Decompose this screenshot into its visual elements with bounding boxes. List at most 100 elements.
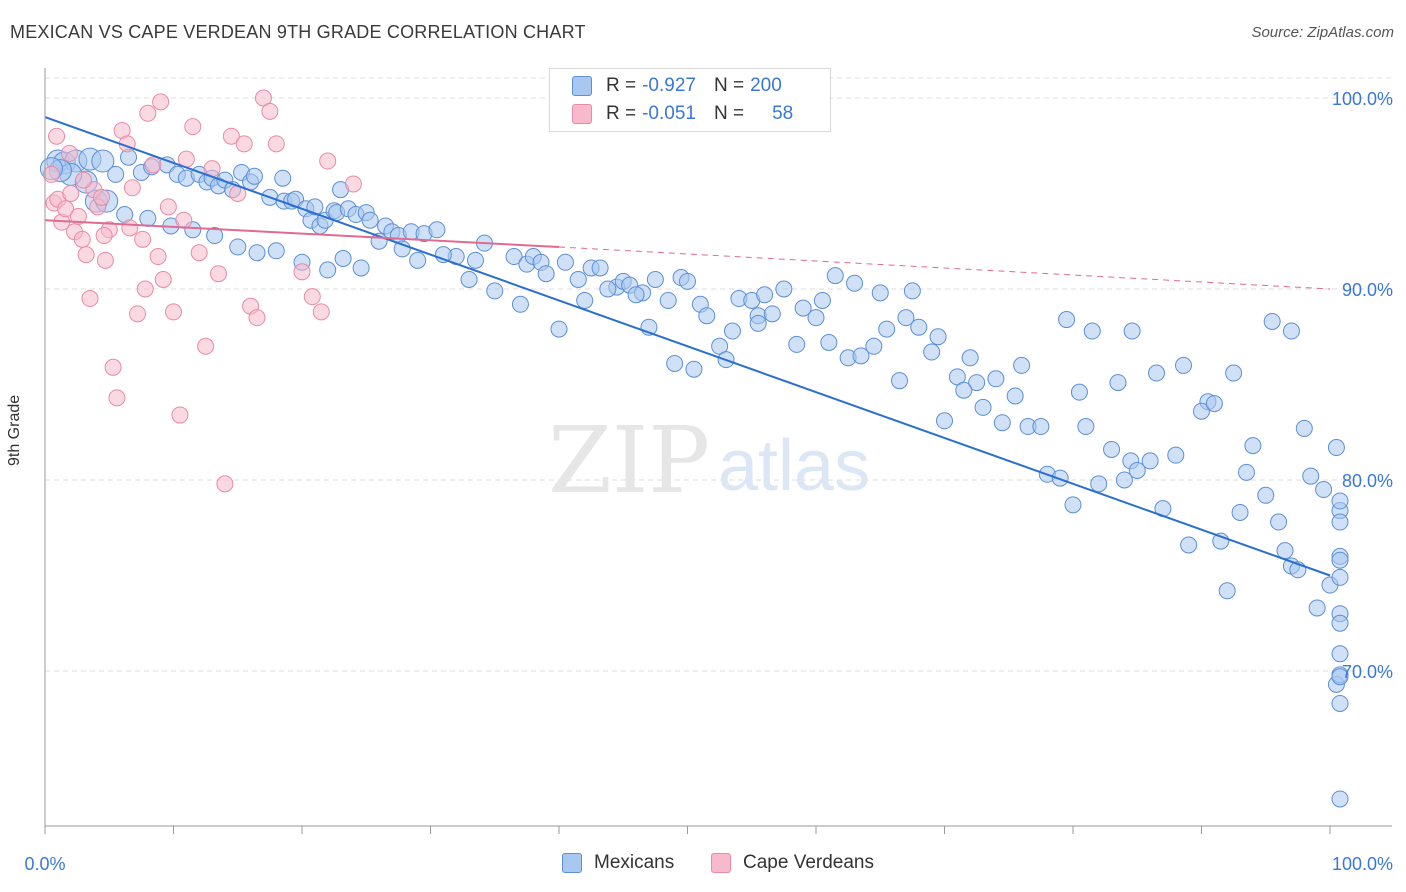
mexicans-point bbox=[550, 320, 568, 338]
mexicans-point bbox=[1331, 513, 1349, 531]
legend-item-cape-verdeans[interactable]: Cape Verdeans bbox=[711, 852, 874, 874]
cape-verdeans-point bbox=[235, 135, 253, 153]
mexicans-point bbox=[393, 240, 411, 258]
mexicans-point bbox=[813, 291, 831, 309]
legend-label-cape-verdeans: Cape Verdeans bbox=[743, 852, 874, 873]
legend-item-mexicans[interactable]: Mexicans bbox=[562, 852, 674, 874]
cape-verdeans-point bbox=[104, 358, 122, 376]
mexicans-point bbox=[1302, 467, 1320, 485]
cape-verdeans-point bbox=[129, 305, 147, 323]
mexicans-point bbox=[1257, 486, 1275, 504]
cape-verdeans-point bbox=[165, 303, 182, 321]
mexicans-point bbox=[723, 322, 741, 340]
mexicans-point bbox=[556, 253, 574, 271]
y-tick-label: 100.0% bbox=[1332, 89, 1393, 109]
mexicans-trend-line bbox=[44, 116, 1331, 577]
mexicans-point bbox=[955, 381, 973, 399]
mexicans-point bbox=[1032, 418, 1050, 436]
mexicans-point bbox=[749, 314, 767, 332]
mexicans-point bbox=[306, 198, 324, 216]
mexicans-point bbox=[267, 242, 285, 260]
mexicans-point bbox=[139, 209, 157, 227]
cape-verdeans-point bbox=[190, 244, 208, 262]
cape-verdeans-point bbox=[303, 288, 321, 306]
mexicans-point bbox=[1282, 322, 1300, 340]
mexicans-point bbox=[756, 286, 774, 304]
mexicans-point bbox=[537, 265, 555, 283]
mexicans-point bbox=[1077, 418, 1095, 436]
cape-verdeans-point bbox=[139, 104, 157, 122]
mexicans-point bbox=[91, 149, 115, 173]
legend-r-label: R = bbox=[606, 75, 637, 96]
cape-verdeans-trend-extension bbox=[558, 246, 1331, 290]
mexicans-point bbox=[826, 267, 844, 285]
mexicans-point bbox=[1331, 614, 1349, 632]
mexicans-point bbox=[1167, 446, 1185, 464]
mexicans-point bbox=[788, 335, 806, 353]
cape-verdeans-point bbox=[77, 246, 95, 264]
mexicans-point bbox=[466, 251, 484, 269]
cape-verdeans-point bbox=[73, 230, 91, 248]
mexicans-point bbox=[1315, 481, 1333, 499]
cape-verdeans-point bbox=[134, 230, 152, 248]
mexicans-point bbox=[666, 354, 684, 372]
cape-verdeans-point bbox=[184, 118, 202, 136]
legend-row-cape-verdeans: R = -0.051 N = 58 bbox=[572, 102, 793, 126]
mexicans-point bbox=[1331, 568, 1349, 586]
watermark-atlas: atlas bbox=[718, 426, 870, 506]
mexicans-point bbox=[1103, 440, 1121, 458]
mexicans-point bbox=[206, 227, 224, 245]
mexicans-point bbox=[820, 333, 838, 351]
mexicans-point bbox=[1308, 599, 1326, 617]
mexicans-point bbox=[1090, 475, 1108, 493]
cape-verdeans-point bbox=[123, 179, 141, 197]
mexicans-point bbox=[1218, 582, 1236, 600]
cape-verdeans-point bbox=[267, 135, 285, 153]
mexicans-point bbox=[1083, 322, 1101, 340]
mexicans-swatch bbox=[572, 76, 592, 96]
cape-verdeans-point bbox=[75, 171, 93, 189]
legend-n-value: 200 bbox=[750, 75, 782, 96]
mexicans-point bbox=[903, 282, 921, 300]
mexicans-point bbox=[1180, 536, 1198, 554]
cape-verdeans-point bbox=[216, 475, 234, 493]
legend-r-value: -0.051 bbox=[642, 103, 696, 124]
mexicans-point bbox=[1331, 551, 1349, 569]
cape-verdeans-point bbox=[48, 127, 66, 145]
mexicans-point bbox=[763, 305, 781, 323]
cape-verdeans-point bbox=[261, 102, 279, 120]
mexicans-point bbox=[929, 328, 947, 346]
cape-verdeans-point bbox=[60, 144, 78, 162]
mexicans-point bbox=[1070, 383, 1088, 401]
cape-verdeans-legend-swatch bbox=[711, 853, 731, 873]
mexicans-point bbox=[1331, 492, 1349, 510]
legend-label-mexicans: Mexicans bbox=[594, 852, 675, 873]
mexicans-point bbox=[807, 309, 825, 327]
cape-verdeans-point bbox=[159, 198, 177, 216]
mexicans-point bbox=[910, 318, 928, 336]
mexicans-legend-swatch bbox=[562, 853, 582, 873]
cape-verdeans-point bbox=[69, 207, 87, 225]
mexicans-point bbox=[1141, 452, 1159, 470]
cape-verdeans-point bbox=[248, 309, 266, 327]
mexicans-point bbox=[274, 169, 292, 187]
legend-n-label: N = bbox=[713, 103, 745, 124]
mexicans-point bbox=[923, 343, 941, 361]
mexicans-point bbox=[1327, 439, 1345, 457]
mexicans-point bbox=[961, 349, 979, 367]
mexicans-point bbox=[1128, 461, 1146, 479]
mexicans-point bbox=[1051, 469, 1069, 487]
x-tick-label: 100.0% bbox=[1332, 854, 1393, 874]
mexicans-point bbox=[428, 221, 446, 239]
cape-verdeans-trend-line bbox=[44, 219, 560, 248]
mexicans-point bbox=[871, 284, 889, 302]
mexicans-point bbox=[987, 370, 1005, 388]
mexicans-point bbox=[486, 282, 504, 300]
mexicans-point bbox=[245, 167, 263, 185]
cape-verdeans-point bbox=[96, 251, 114, 269]
mexicans-point bbox=[229, 238, 247, 256]
cape-verdeans-point bbox=[42, 165, 60, 183]
mexicans-point bbox=[460, 270, 478, 288]
mexicans-point bbox=[698, 307, 716, 325]
